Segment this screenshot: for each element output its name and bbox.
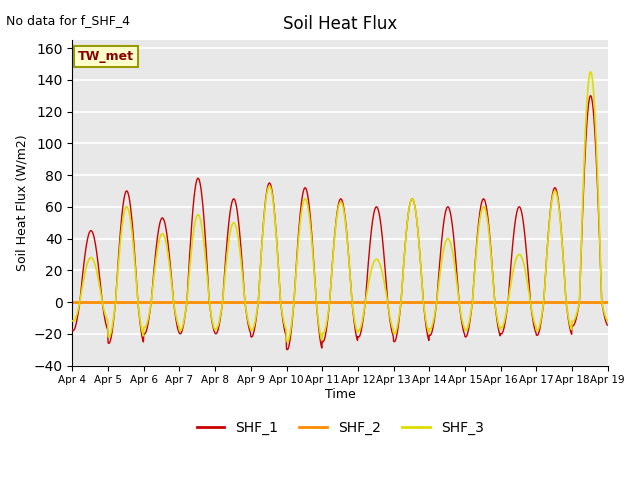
- Line: SHF_1: SHF_1: [72, 96, 607, 350]
- SHF_1: [587, 93, 595, 98]
- SHF_1: [540, 293, 548, 299]
- Legend: SHF_1, SHF_2, SHF_3: SHF_1, SHF_2, SHF_3: [191, 415, 489, 440]
- SHF_3: [540, 293, 548, 299]
- SHF_3: [248, 328, 255, 334]
- SHF_3: [175, 322, 182, 328]
- Title: Soil Heat Flux: Soil Heat Flux: [283, 15, 397, 33]
- SHF_3: [284, 339, 291, 345]
- SHF_1: [604, 322, 611, 328]
- X-axis label: Time: Time: [324, 388, 355, 401]
- SHF_3: [68, 318, 76, 324]
- SHF_3: [587, 69, 595, 75]
- SHF_1: [188, 227, 195, 232]
- SHF_1: [68, 327, 76, 333]
- Y-axis label: Soil Heat Flux (W/m2): Soil Heat Flux (W/m2): [15, 134, 28, 271]
- Line: SHF_3: SHF_3: [72, 72, 607, 342]
- SHF_3: [493, 313, 500, 319]
- SHF_3: [423, 324, 431, 329]
- SHF_1: [284, 347, 291, 353]
- Text: TW_met: TW_met: [77, 50, 134, 63]
- SHF_1: [423, 330, 431, 336]
- SHF_3: [188, 248, 195, 253]
- SHF_1: [175, 328, 182, 334]
- SHF_3: [604, 318, 611, 324]
- SHF_2: [70, 299, 77, 305]
- SHF_2: [68, 299, 76, 305]
- SHF_1: [248, 334, 255, 340]
- SHF_1: [493, 317, 500, 323]
- Text: No data for f_SHF_4: No data for f_SHF_4: [6, 14, 131, 27]
